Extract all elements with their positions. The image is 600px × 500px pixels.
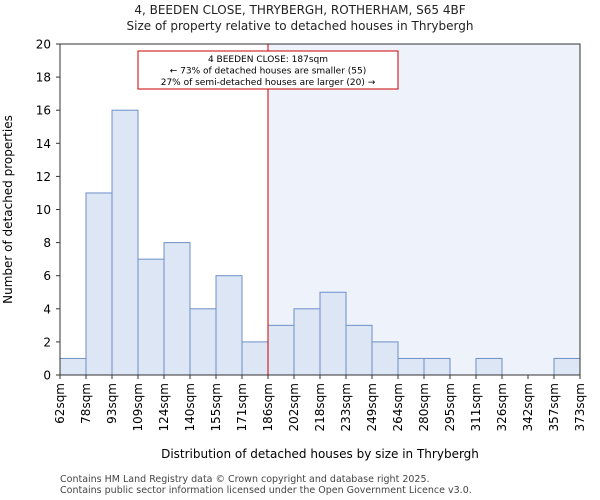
annotation-line-2: ← 73% of detached houses are smaller (55… xyxy=(170,67,367,77)
bar xyxy=(241,341,269,376)
y-tick-label: 4 xyxy=(43,302,51,316)
x-tick-label: 357sqm xyxy=(547,383,561,431)
annotation-line-1: 4 BEEDEN CLOSE: 187sqm xyxy=(208,55,328,65)
bar xyxy=(553,357,581,376)
x-tick-label: 311sqm xyxy=(469,383,483,431)
bar xyxy=(137,258,165,376)
y-tick-label: 16 xyxy=(36,104,51,118)
x-tick-label: 78sqm xyxy=(79,383,93,424)
x-tick-label: 280sqm xyxy=(417,383,431,431)
y-tick-label: 10 xyxy=(36,203,51,217)
annotation-box: 4 BEEDEN CLOSE: 187sqm ← 73% of detached… xyxy=(137,50,399,90)
x-tick-label: 171sqm xyxy=(235,383,249,431)
annotation-line-3: 27% of semi-detached houses are larger (… xyxy=(161,78,376,88)
y-tick-label: 6 xyxy=(43,269,51,283)
bar xyxy=(293,308,321,376)
x-tick-label: 295sqm xyxy=(443,383,457,431)
bar xyxy=(345,324,373,376)
bar xyxy=(85,192,113,376)
bar xyxy=(215,275,243,376)
bar xyxy=(371,341,399,376)
bar xyxy=(59,357,87,376)
bar xyxy=(319,291,347,376)
x-tick-label: 202sqm xyxy=(287,383,301,431)
bar xyxy=(475,357,503,376)
x-axis-label: Distribution of detached houses by size … xyxy=(161,447,479,461)
y-tick-label: 8 xyxy=(43,236,51,250)
y-tick-label: 18 xyxy=(36,71,51,85)
x-tick-label: 342sqm xyxy=(521,383,535,431)
footer-licence: Contains public sector information licen… xyxy=(60,485,472,496)
x-tick-label: 109sqm xyxy=(131,383,145,431)
y-tick-label: 2 xyxy=(43,335,51,349)
x-tick-label: 140sqm xyxy=(183,383,197,431)
x-tick-label: 124sqm xyxy=(157,383,171,431)
y-tick-label: 20 xyxy=(36,38,51,52)
histogram-chart: 0 2 4 6 8 10 12 14 16 18 20 62sqm 78sqm 93sqm 109sqm 12… xyxy=(1,38,587,462)
x-tick-label: 62sqm xyxy=(53,383,67,424)
x-tick-label: 233sqm xyxy=(339,383,353,431)
y-tick-label: 0 xyxy=(43,369,51,383)
x-tick-label: 186sqm xyxy=(261,383,275,431)
bar xyxy=(397,357,425,376)
x-tick-label: 373sqm xyxy=(573,383,587,431)
x-tick-label: 218sqm xyxy=(313,383,327,431)
bar xyxy=(423,357,451,376)
x-tick-label: 155sqm xyxy=(209,383,223,431)
x-tick-label: 264sqm xyxy=(391,383,405,431)
bar xyxy=(189,308,217,376)
bar xyxy=(111,109,139,376)
footer-copyright: Contains HM Land Registry data © Crown c… xyxy=(60,474,430,485)
bar xyxy=(267,324,295,376)
y-tick-label: 14 xyxy=(36,137,51,151)
chart-title: 4, BEEDEN CLOSE, THRYBERGH, ROTHERHAM, S… xyxy=(134,3,466,17)
x-tick-label: 93sqm xyxy=(105,383,119,424)
x-tick-label: 249sqm xyxy=(365,383,379,431)
y-tick-label: 12 xyxy=(36,170,51,184)
y-axis-label: Number of detached properties xyxy=(1,115,15,304)
bar xyxy=(163,242,191,376)
chart-subtitle: Size of property relative to detached ho… xyxy=(126,19,474,33)
x-tick-label: 326sqm xyxy=(495,383,509,431)
